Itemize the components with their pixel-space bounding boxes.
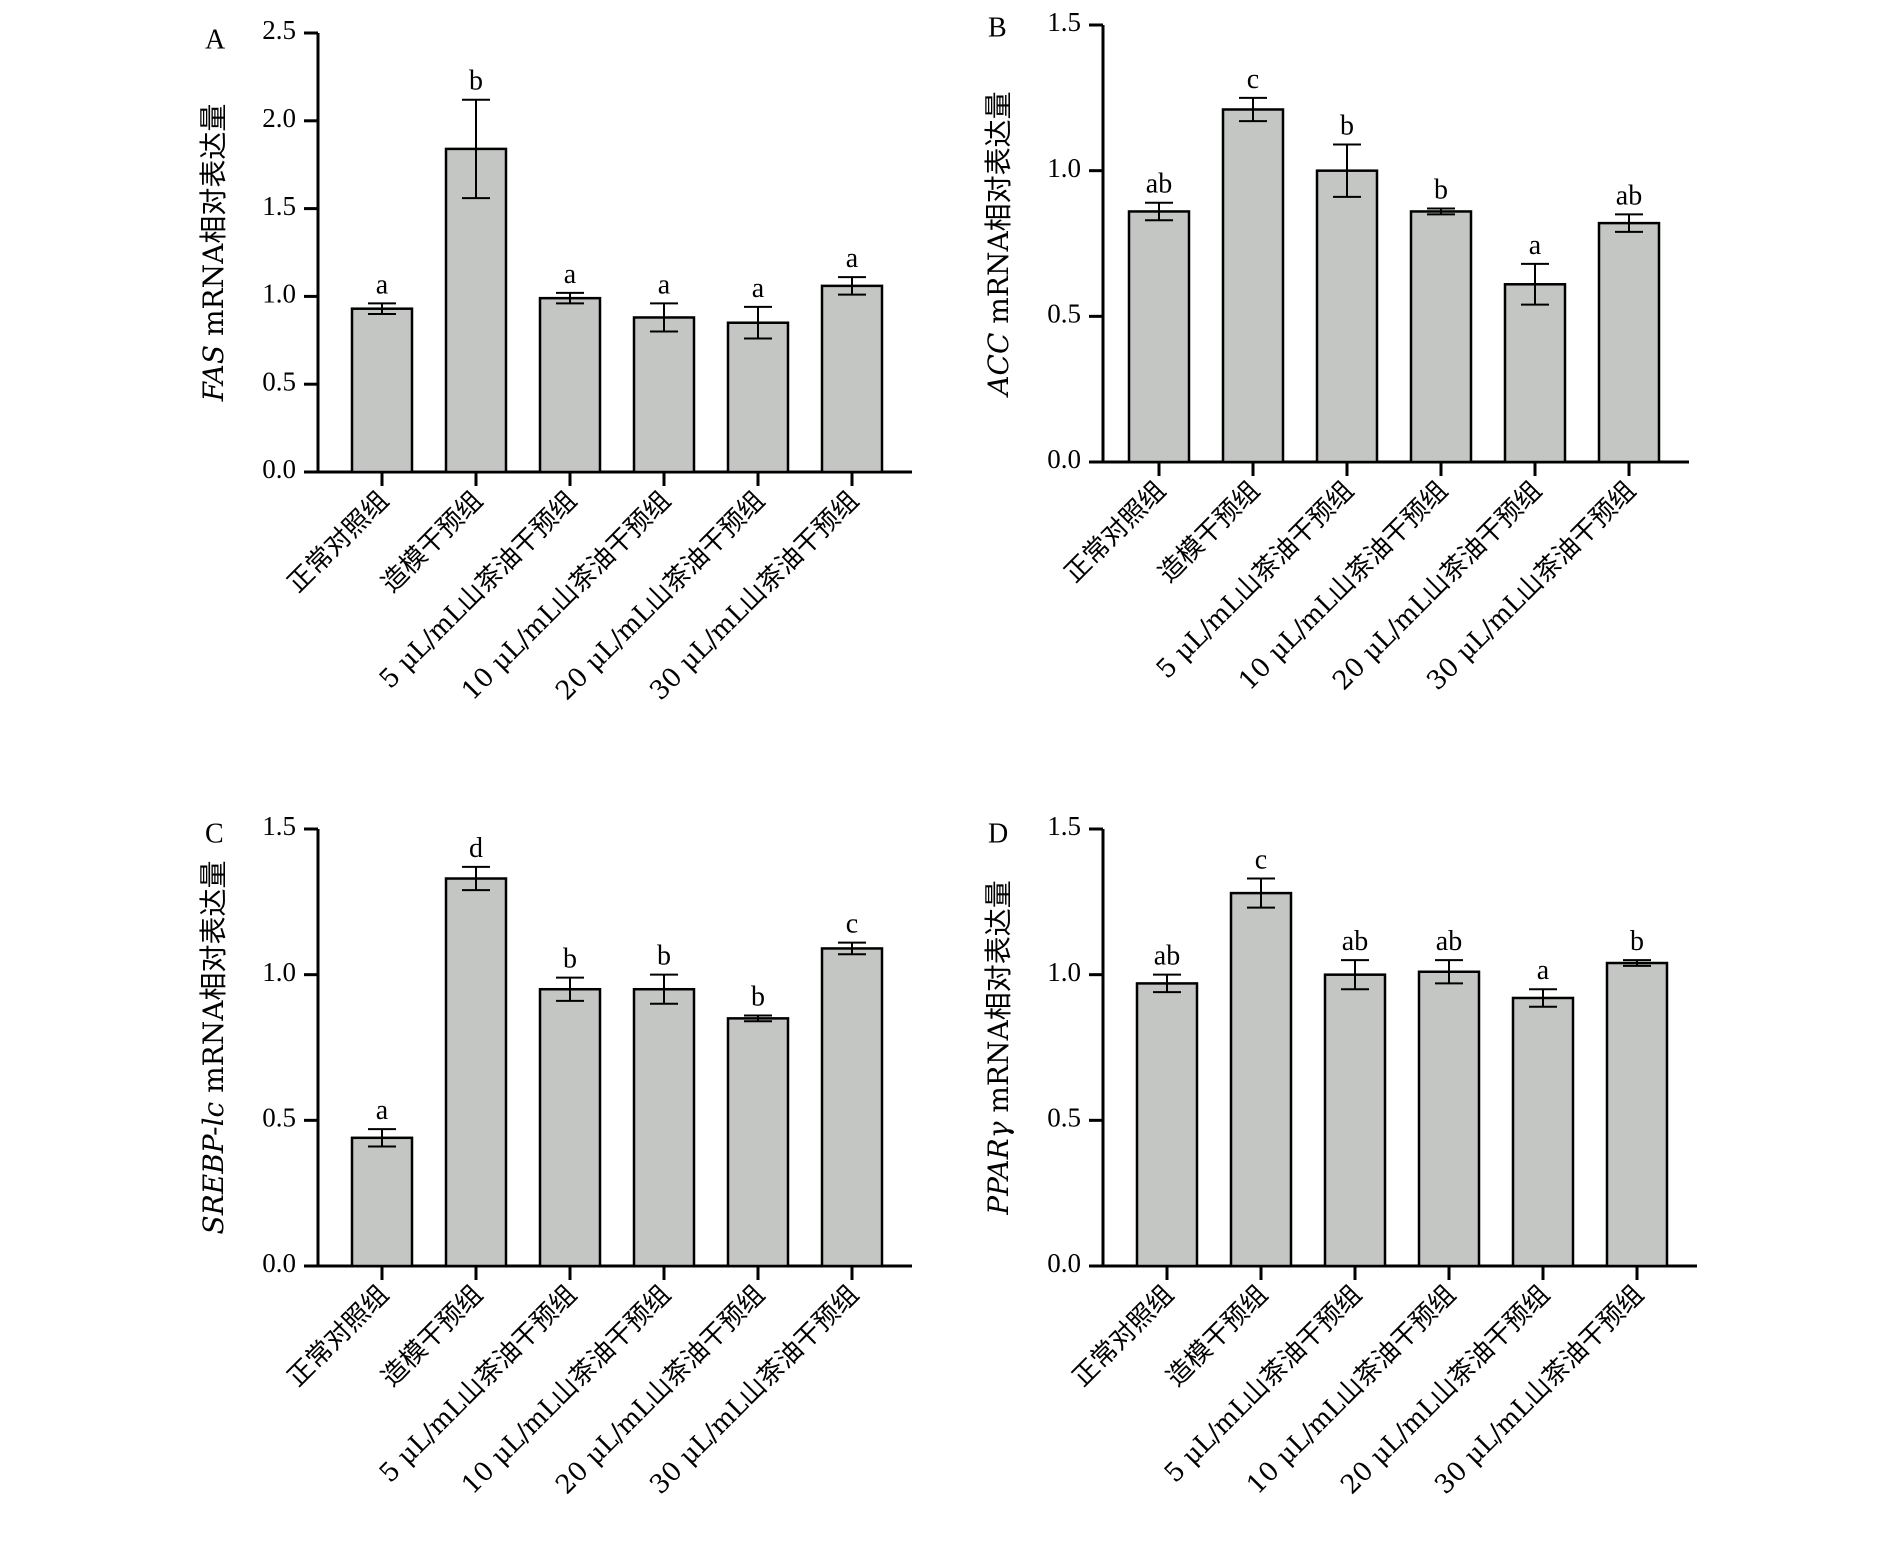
bar bbox=[1135, 982, 1199, 1268]
significance-label: ab bbox=[1154, 941, 1180, 972]
y-axis-unit-text: mRNA相对表达量 bbox=[982, 880, 1015, 1121]
significance-label: d bbox=[469, 833, 483, 864]
y-axis-unit-text: mRNA相对表达量 bbox=[197, 861, 230, 1102]
y-axis-gene-name: SREBP-lc bbox=[197, 1101, 230, 1234]
y-axis-label: SREBP-lc mRNA相对表达量 bbox=[197, 861, 230, 1235]
y-tick-label: 1.0 bbox=[262, 957, 296, 987]
y-tick-label: 2.0 bbox=[262, 103, 296, 133]
significance-label: b bbox=[1630, 926, 1644, 957]
bar bbox=[444, 147, 508, 474]
significance-label: a bbox=[846, 243, 859, 274]
bar bbox=[726, 321, 790, 474]
significance-label: a bbox=[564, 259, 577, 290]
significance-label: a bbox=[376, 269, 389, 300]
significance-label: b bbox=[1340, 110, 1354, 141]
y-axis-label: ACC mRNA相对表达量 bbox=[982, 91, 1015, 398]
y-tick-label: 1.0 bbox=[262, 279, 296, 309]
y-tick-label: 1.5 bbox=[262, 811, 296, 841]
y-tick-label: 1.5 bbox=[1047, 7, 1081, 37]
bar bbox=[350, 1136, 414, 1268]
panel-label: D bbox=[988, 818, 1008, 849]
y-tick-label: 1.5 bbox=[262, 191, 296, 221]
panel-label: C bbox=[205, 818, 224, 849]
bar bbox=[1417, 970, 1481, 1268]
significance-label: b bbox=[751, 981, 765, 1012]
y-axis-label: FAS mRNA相对表达量 bbox=[197, 104, 230, 403]
y-tick-label: 1.5 bbox=[1047, 811, 1081, 841]
significance-label: ab bbox=[1342, 926, 1368, 957]
y-axis-unit-text: mRNA相对表达量 bbox=[197, 104, 230, 345]
significance-label: a bbox=[1529, 230, 1542, 261]
significance-label: b bbox=[1434, 175, 1448, 206]
x-tick-label: 正常对照组 bbox=[282, 1280, 395, 1393]
significance-label: b bbox=[469, 66, 483, 97]
bar bbox=[444, 877, 508, 1268]
y-tick-label: 0.5 bbox=[262, 1103, 296, 1133]
y-tick-label: 0.0 bbox=[1047, 444, 1081, 474]
y-axis-gene-name: ACC bbox=[982, 333, 1015, 399]
significance-label: a bbox=[376, 1095, 389, 1126]
x-tick-label: 正常对照组 bbox=[1067, 1280, 1180, 1393]
y-axis-gene-name: FAS bbox=[197, 345, 230, 402]
y-tick-label: 1.0 bbox=[1047, 153, 1081, 183]
bar bbox=[632, 316, 696, 474]
bar bbox=[726, 1017, 790, 1268]
significance-label: ab bbox=[1616, 180, 1642, 211]
y-tick-label: 0.5 bbox=[1047, 1103, 1081, 1133]
significance-label: a bbox=[752, 273, 765, 304]
y-tick-label: 0.5 bbox=[1047, 299, 1081, 329]
y-axis-gene-name: PPARγ bbox=[982, 1121, 1015, 1215]
bar bbox=[1409, 210, 1473, 464]
significance-label: c bbox=[1247, 64, 1259, 95]
bar bbox=[1315, 169, 1379, 464]
bar bbox=[1127, 210, 1191, 464]
bar bbox=[1511, 996, 1575, 1268]
bar bbox=[538, 296, 602, 474]
bar bbox=[1597, 221, 1661, 464]
panel-label: A bbox=[205, 24, 226, 55]
y-axis-label: PPARγ mRNA相对表达量 bbox=[982, 880, 1015, 1215]
y-tick-label: 0.0 bbox=[262, 454, 296, 484]
bar bbox=[1503, 283, 1567, 464]
bar bbox=[1323, 973, 1387, 1268]
bar bbox=[820, 284, 884, 474]
bar bbox=[538, 987, 602, 1268]
bar bbox=[1605, 961, 1669, 1268]
y-axis-unit-text: mRNA相对表达量 bbox=[982, 91, 1015, 332]
y-tick-label: 0.0 bbox=[262, 1248, 296, 1278]
significance-label: ab bbox=[1146, 169, 1172, 200]
significance-label: c bbox=[1255, 845, 1267, 876]
bar bbox=[1221, 108, 1285, 464]
significance-label: a bbox=[658, 269, 671, 300]
bar bbox=[1229, 891, 1293, 1268]
bar bbox=[632, 987, 696, 1268]
x-tick-label: 正常对照组 bbox=[282, 486, 395, 599]
y-tick-label: 0.5 bbox=[262, 366, 296, 396]
y-tick-label: 2.5 bbox=[262, 15, 296, 45]
significance-label: c bbox=[846, 909, 858, 940]
bar bbox=[350, 307, 414, 474]
panel-label: B bbox=[988, 12, 1007, 43]
x-tick-label: 正常对照组 bbox=[1059, 476, 1172, 589]
significance-label: b bbox=[657, 941, 671, 972]
significance-label: b bbox=[563, 944, 577, 975]
y-tick-label: 0.0 bbox=[1047, 1248, 1081, 1278]
significance-label: a bbox=[1537, 955, 1550, 986]
bar bbox=[820, 947, 884, 1268]
y-tick-label: 1.0 bbox=[1047, 957, 1081, 987]
significance-label: ab bbox=[1436, 926, 1462, 957]
